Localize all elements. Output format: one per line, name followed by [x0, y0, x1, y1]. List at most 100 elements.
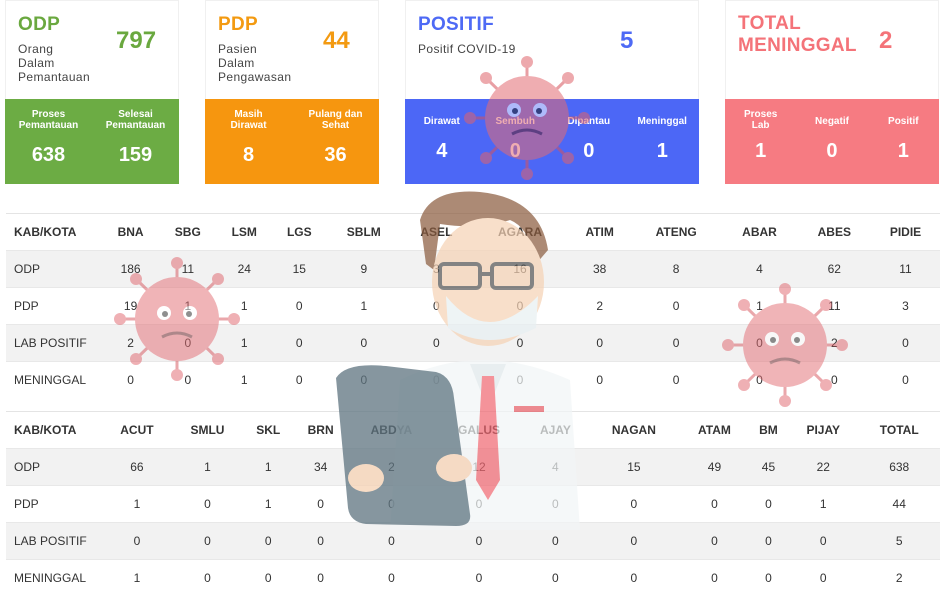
table-cell: 1 — [216, 324, 273, 362]
row-label: PDP — [6, 287, 102, 325]
table-cell: 8 — [630, 250, 722, 288]
table-cell: 45 — [748, 448, 789, 486]
table-cell: 0 — [797, 361, 871, 399]
region-table-1: KAB/KOTA BNA SBG LSM LGS SBLM ASEL AGARA ATIM ATE… — [6, 213, 940, 399]
table-cell: 0 — [471, 324, 569, 362]
positif-sub-value: 1 — [656, 140, 668, 162]
total-title-line: MENINGGAL — [738, 35, 857, 56]
odp-sub-label: Proses Pemantauan — [18, 109, 79, 131]
total-title-line: TOTAL — [738, 13, 802, 34]
pdp-desc-line: Dalam — [218, 56, 255, 70]
total-sub-label: Negatif — [815, 116, 849, 127]
table-cell: 11 — [159, 250, 217, 288]
positif-sub-value: 0 — [583, 140, 595, 162]
table-cell: 0 — [587, 522, 680, 560]
table-cell: 0 — [347, 485, 435, 523]
total-breakdown: Proses Lab 1 Negatif 0 Positif 1 — [725, 99, 939, 184]
table-cell: 2 — [568, 287, 631, 325]
table-cell: 0 — [587, 485, 680, 523]
total-negatif: Negatif 0 — [796, 99, 867, 184]
total-sub-label: Proses Lab — [743, 109, 778, 131]
column-header-abar: ABAR — [721, 213, 798, 251]
table-row: ODP 66 1 1 34 2 12 4 15 49 45 22 638 — [6, 448, 940, 486]
column-header-asel: ASEL — [401, 213, 472, 251]
table-cell: 2 — [797, 324, 871, 362]
table-cell: 44 — [858, 485, 940, 523]
table-cell: 15 — [587, 448, 680, 486]
total-meninggal-value: 2 — [879, 27, 893, 54]
positif-card: POSITIF Positif COVID-19 5 Dirawat 4 Sem… — [405, 0, 699, 184]
odp-title: ODP — [18, 14, 61, 35]
table-row: PDP 19 1 1 0 1 0 0 2 0 1 11 3 — [6, 287, 940, 325]
row-label: LAB POSITIF — [6, 522, 102, 560]
positif-total-value: 5 — [620, 27, 634, 54]
positif-title: POSITIF — [418, 14, 494, 35]
column-header-nagan: NAGAN — [587, 411, 680, 449]
pdp-sub-value: 8 — [242, 144, 255, 166]
table-row: ODP 186 11 24 15 9 3 16 38 8 4 62 11 — [6, 250, 940, 288]
table-row: PDP 1 0 1 0 0 0 0 0 0 0 1 44 — [6, 485, 940, 523]
column-header-atim: ATIM — [568, 213, 631, 251]
table-cell: 0 — [243, 559, 294, 595]
table-cell: 4 — [523, 448, 588, 486]
table-cell: 0 — [748, 522, 789, 560]
positif-sub-label: Sembuh — [495, 116, 535, 127]
table-cell: 0 — [171, 559, 244, 595]
odp-selesai-pemantauan: Selesai Pemantauan 159 — [92, 99, 179, 184]
table-cell: 638 — [858, 448, 940, 486]
positif-sembuh: Sembuh 0 — [479, 99, 553, 184]
odp-sub-value: 638 — [31, 144, 66, 166]
column-header-pijay: PIJAY — [788, 411, 859, 449]
table-cell: 2 — [102, 324, 160, 362]
table-cell: 0 — [272, 324, 327, 362]
table-cell: 66 — [102, 448, 172, 486]
table-cell: 1 — [243, 448, 294, 486]
table-cell: 62 — [797, 250, 871, 288]
positif-card-header: POSITIF Positif COVID-19 5 — [405, 0, 699, 99]
positif-sub-value: 0 — [509, 140, 521, 162]
column-header-kab-kota: KAB/KOTA — [6, 411, 102, 449]
pdp-description: Pasien Dalam Pengawasan — [218, 42, 291, 84]
row-label: PDP — [6, 485, 102, 523]
table-cell: 4 — [721, 250, 798, 288]
table-cell: 0 — [347, 559, 435, 595]
column-header-bna: BNA — [102, 213, 160, 251]
positif-dipantau: Dipantau 0 — [552, 99, 626, 184]
table-cell: 0 — [401, 324, 472, 362]
table-cell: 0 — [102, 522, 172, 560]
table-cell: 0 — [434, 522, 523, 560]
pdp-masih-dirawat: Masih Dirawat 8 — [205, 99, 292, 184]
positif-dirawat: Dirawat 4 — [405, 99, 479, 184]
total-proses-lab: Proses Lab 1 — [725, 99, 796, 184]
total-title: TOTAL MENINGGAL — [738, 13, 857, 57]
table-cell: 0 — [523, 522, 588, 560]
row-label: ODP — [6, 448, 102, 486]
table-cell: 0 — [630, 361, 722, 399]
column-header-lsm: LSM — [216, 213, 273, 251]
table-cell: 0 — [870, 361, 940, 399]
odp-description: Orang Dalam Pemantauan — [18, 42, 90, 84]
table-cell: 0 — [788, 559, 859, 595]
table-cell: 1 — [216, 287, 273, 325]
column-header-kab-kota: KAB/KOTA — [6, 213, 102, 251]
table-cell: 3 — [870, 287, 940, 325]
column-header-lgs: LGS — [272, 213, 327, 251]
positif-breakdown: Dirawat 4 Sembuh 0 Dipantau 0 Meninggal … — [405, 99, 699, 184]
positif-sub-label: Dirawat — [423, 116, 460, 127]
table-cell: 1 — [721, 287, 798, 325]
table-cell: 0 — [523, 485, 588, 523]
column-header-smlu: SMLU — [171, 411, 244, 449]
row-label: MENINGGAL — [6, 361, 102, 399]
table-header-row: KAB/KOTA ACUT SMLU SKL BRN ABDYA GALUS AJAY NAGA… — [6, 411, 940, 449]
table-cell: 0 — [748, 559, 789, 595]
table-cell: 1 — [102, 485, 172, 523]
odp-sub-label: Selesai Pemantauan — [105, 109, 166, 131]
table-cell: 3 — [401, 250, 472, 288]
row-label: MENINGGAL — [6, 559, 102, 595]
table-cell: 0 — [471, 361, 569, 399]
column-header-brn: BRN — [293, 411, 348, 449]
table-cell: 49 — [680, 448, 749, 486]
table-cell: 38 — [568, 250, 631, 288]
table-cell: 22 — [788, 448, 859, 486]
positif-sub-label: Dipantau — [567, 116, 611, 127]
